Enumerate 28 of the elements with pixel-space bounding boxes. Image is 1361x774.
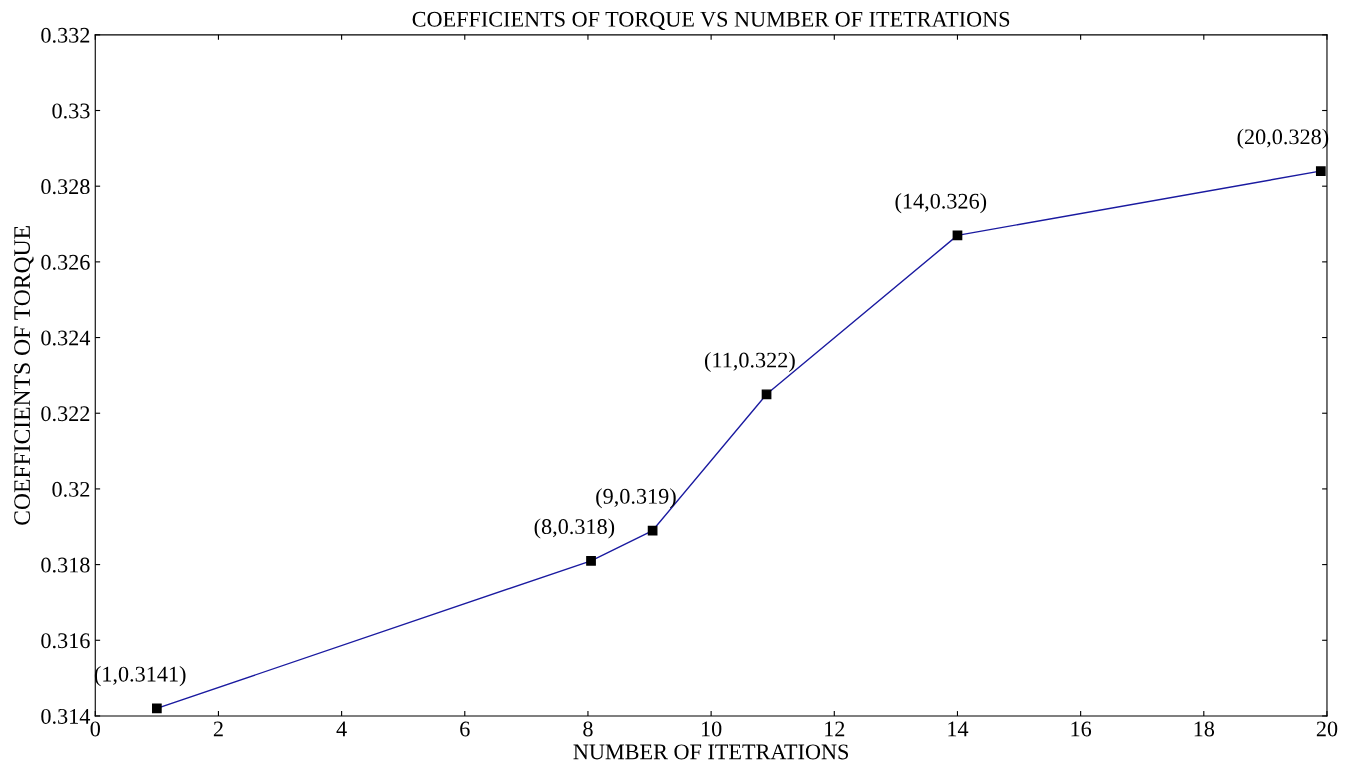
y-tick-label: 0.322 <box>41 406 90 422</box>
y-tick-label: 0.33 <box>52 103 90 119</box>
chart-title: COEFFICIENTS OF TORQUE VS NUMBER OF ITETRATIONS <box>412 11 1010 31</box>
x-tick-label: 0 <box>90 721 100 737</box>
x-tick-label: 8 <box>583 721 593 737</box>
x-tick-label: 18 <box>1194 721 1215 737</box>
x-tick-label: 10 <box>701 721 722 737</box>
y-tick-label: 0.326 <box>41 254 90 270</box>
annotation: (8,0.318) <box>534 518 615 539</box>
y-tick-label: 0.32 <box>52 481 90 497</box>
x-tick-label: 14 <box>948 721 969 737</box>
y-tick-label: 0.332 <box>41 27 90 43</box>
x-tick-label: 16 <box>1071 721 1092 737</box>
x-tick-label: 2 <box>213 721 223 737</box>
annotation: (9,0.319) <box>596 488 676 509</box>
x-axis-title: NUMBER OF ITETRATIONS <box>573 744 849 760</box>
x-tick-label: 6 <box>460 721 470 737</box>
annotation: (11,0.322) <box>704 351 795 373</box>
annotation: (14,0.326) <box>895 193 987 214</box>
y-tick-label: 0.324 <box>41 330 91 346</box>
x-tick-label: 4 <box>336 721 347 737</box>
y-tick-label: 0.318 <box>41 557 90 573</box>
x-tick-label: 12 <box>825 721 845 737</box>
y-axis-title: COEFFICIENTS OF TORQUE <box>14 226 34 525</box>
x-tick-label: 20 <box>1316 721 1338 737</box>
y-tick-label: 0.328 <box>41 179 90 195</box>
y-tick-label: 0.316 <box>41 633 90 649</box>
y-tick-label: 0.314 <box>41 708 91 724</box>
